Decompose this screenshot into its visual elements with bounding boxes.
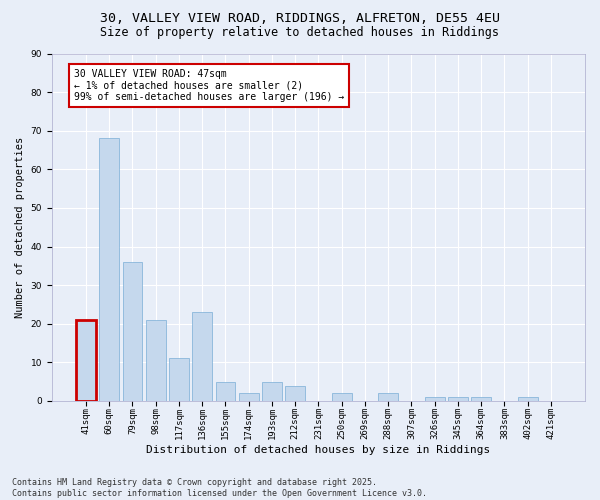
Bar [99, 138, 119, 401]
Bar [122, 262, 142, 401]
Bar [425, 397, 445, 401]
Y-axis label: Number of detached properties: Number of detached properties [15, 136, 25, 318]
Bar [378, 393, 398, 401]
Bar [169, 358, 189, 401]
Bar [332, 393, 352, 401]
Bar [285, 386, 305, 401]
Bar [471, 397, 491, 401]
Text: 30, VALLEY VIEW ROAD, RIDDINGS, ALFRETON, DE55 4EU: 30, VALLEY VIEW ROAD, RIDDINGS, ALFRETON… [100, 12, 500, 26]
X-axis label: Distribution of detached houses by size in Riddings: Distribution of detached houses by size … [146, 445, 491, 455]
Bar [215, 382, 235, 401]
Bar [518, 397, 538, 401]
Bar [146, 320, 166, 401]
Bar [239, 393, 259, 401]
Text: Size of property relative to detached houses in Riddings: Size of property relative to detached ho… [101, 26, 499, 39]
Bar [76, 320, 96, 401]
Text: 30 VALLEY VIEW ROAD: 47sqm
← 1% of detached houses are smaller (2)
99% of semi-d: 30 VALLEY VIEW ROAD: 47sqm ← 1% of detac… [74, 69, 344, 102]
Bar [262, 382, 282, 401]
Text: Contains HM Land Registry data © Crown copyright and database right 2025.
Contai: Contains HM Land Registry data © Crown c… [12, 478, 427, 498]
Bar [192, 312, 212, 401]
Bar [448, 397, 468, 401]
